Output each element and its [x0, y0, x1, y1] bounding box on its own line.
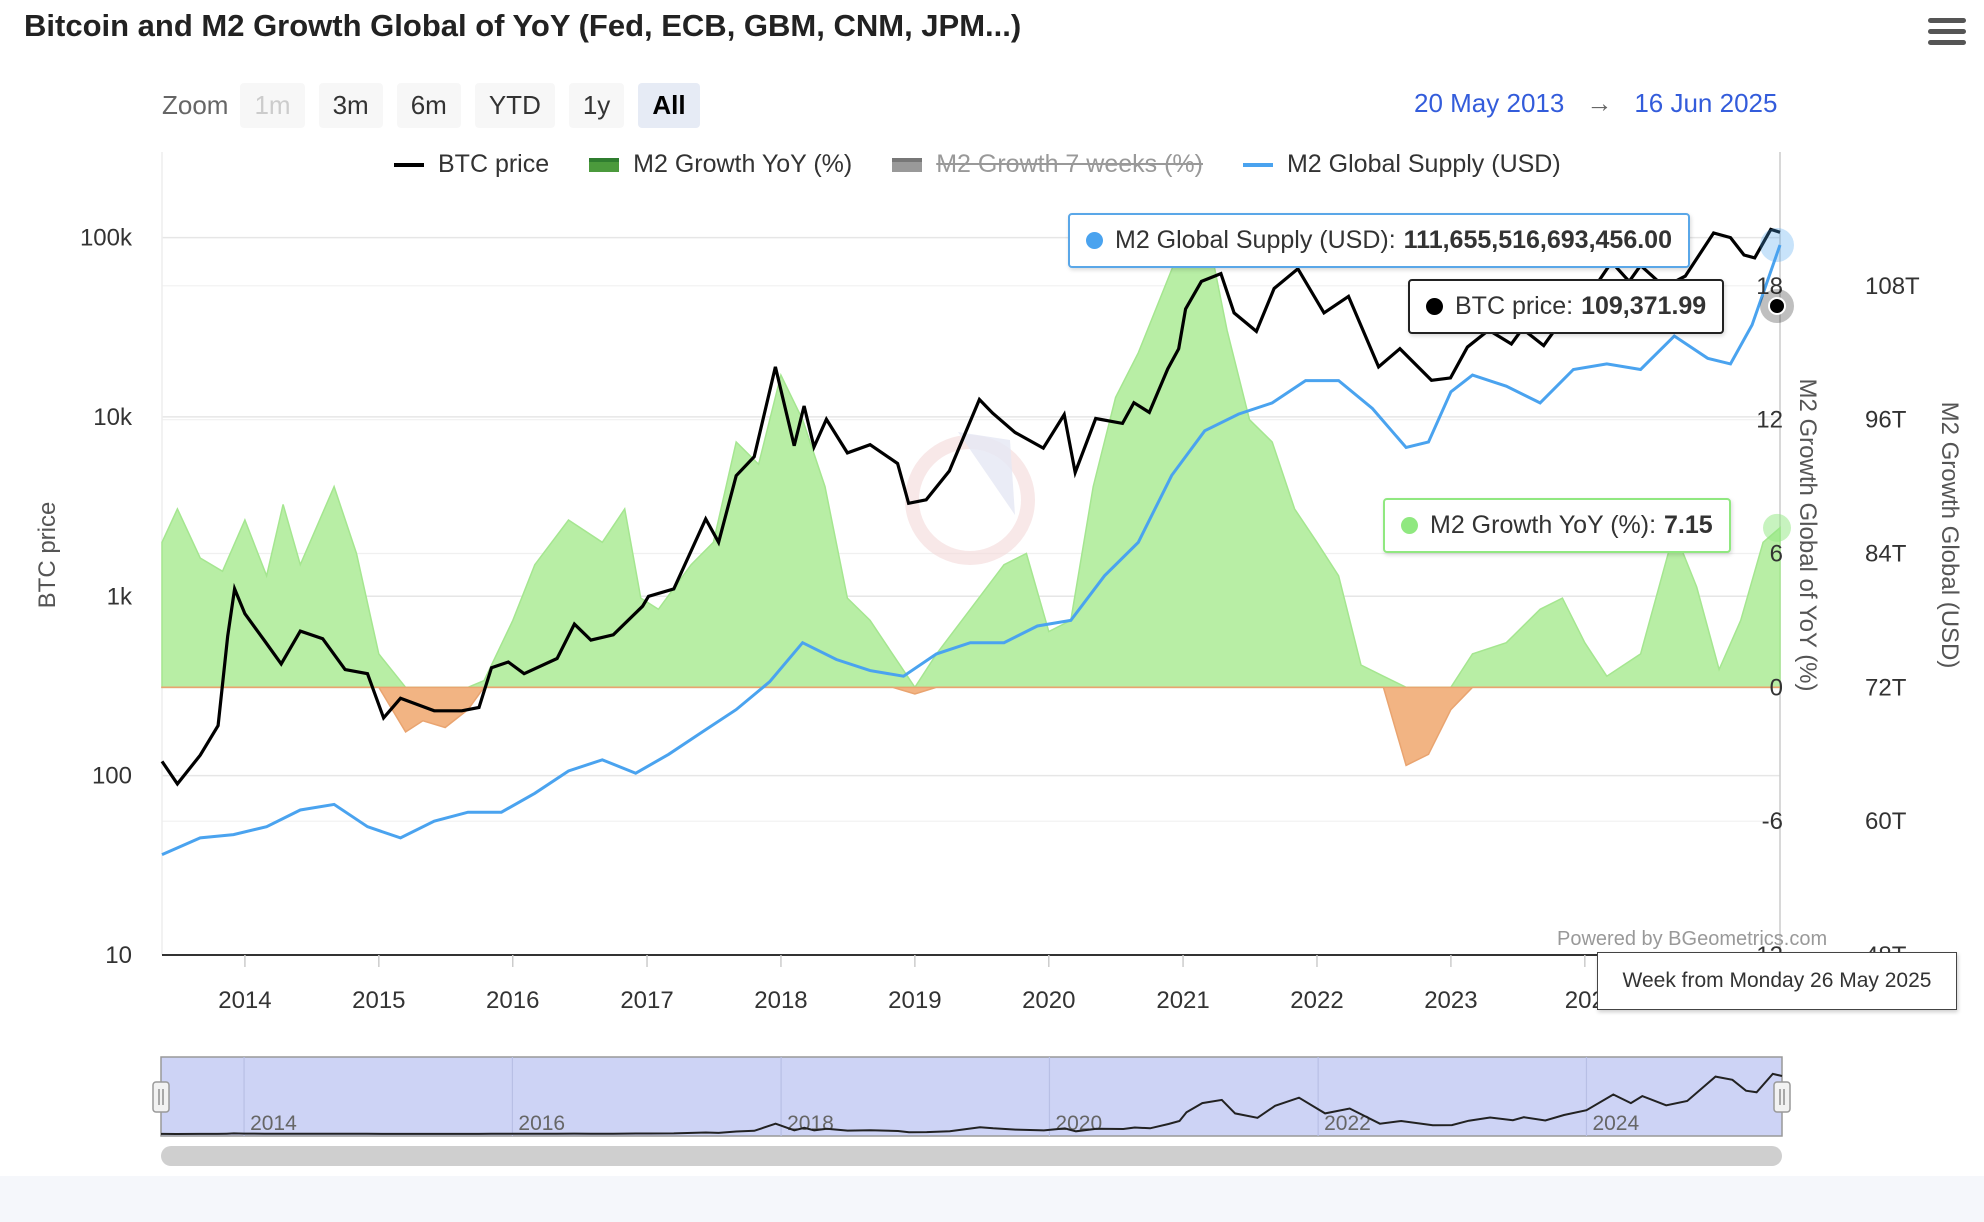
- range-from-input[interactable]: 20 May 2013: [1414, 88, 1565, 118]
- footer-band: [0, 1176, 1984, 1222]
- navigator-selection: [160, 1056, 1783, 1137]
- credit-link[interactable]: Powered by BGeometrics.com: [1557, 928, 1828, 950]
- growth-hover-halo: [1763, 513, 1791, 542]
- legend-label: BTC price: [438, 150, 550, 178]
- navigator[interactable]: 2014 2016 2018 2020 2022 2024: [152, 1056, 1791, 1166]
- m2-growth-negative-area: [161, 686, 1781, 767]
- y-tick-label-growth: 6: [1770, 541, 1783, 568]
- navigator-label: 2022: [1324, 1112, 1371, 1135]
- watermark-shape: [958, 432, 1015, 515]
- tooltip-value: 109,371.99: [1581, 292, 1707, 320]
- range-arrow-icon: →: [1586, 88, 1613, 118]
- navigator-left-handle[interactable]: [152, 1081, 170, 1113]
- line-swatch-icon: [1242, 162, 1273, 167]
- y-tick-label-supply: 60T: [1865, 808, 1907, 835]
- tooltip-m2-supply: M2 Global Supply (USD): 111,655,516,693,…: [1068, 213, 1690, 268]
- area-swatch-icon: [892, 157, 923, 172]
- y-tick-label-supply: 84T: [1865, 541, 1907, 568]
- y-tick-label-btc: 10: [105, 942, 132, 969]
- date-range: 20 May 2013 → 16 Jun 2025: [1414, 88, 1777, 119]
- series-dot-icon: [1086, 232, 1103, 249]
- btc-hover-dot: [1768, 297, 1786, 315]
- zoom-label: Zoom: [162, 90, 229, 120]
- tooltip-btc: BTC price: 109,371.99: [1408, 279, 1725, 334]
- x-tick-label: 2023: [1424, 987, 1477, 1014]
- y-tick-label-btc: 100: [92, 763, 132, 790]
- chart-title: Bitcoin and M2 Growth Global of YoY (Fed…: [24, 8, 1022, 43]
- x-tick-label: 2022: [1290, 987, 1343, 1014]
- y-axis-title-btc: BTC price: [34, 502, 61, 609]
- line-swatch-icon: [394, 162, 424, 167]
- y-axis-title-growth: M2 Growth Global of YoY (%): [1794, 378, 1821, 691]
- navigator-btc-line: [160, 1072, 1783, 1136]
- legend-item-m2-supply[interactable]: M2 Global Supply (USD): [1242, 150, 1561, 179]
- navigator-label: 2024: [1592, 1112, 1639, 1135]
- navigator-scrollbar[interactable]: [161, 1146, 1782, 1166]
- y-tick-label-growth: 0: [1770, 674, 1783, 701]
- y-tick-label-btc: 1k: [107, 583, 133, 610]
- x-tick-label: 2017: [620, 987, 673, 1014]
- range-to-input[interactable]: 16 Jun 2025: [1634, 88, 1778, 118]
- tooltip-value: 111,655,516,693,456.00: [1403, 226, 1672, 254]
- navigator-label: 2016: [518, 1112, 565, 1135]
- x-tick-label: 2020: [1022, 987, 1075, 1014]
- zoom-1m-button[interactable]: 1m: [240, 83, 305, 128]
- watermark-logo: [905, 432, 1035, 565]
- y-tick-label-supply: 72T: [1865, 674, 1907, 701]
- x-tick-label: 2014: [218, 987, 271, 1014]
- navigator-right-handle[interactable]: [1773, 1081, 1791, 1113]
- date-tooltip: Week from Monday 26 May 2025: [1597, 952, 1957, 1010]
- y-tick-label-growth: -6: [1762, 808, 1783, 835]
- legend-item-btc[interactable]: BTC price: [394, 150, 549, 179]
- x-tick-label: 2015: [352, 987, 405, 1014]
- area-swatch-icon: [589, 157, 620, 172]
- m2-supply-line: [161, 244, 1782, 856]
- tooltip-label: BTC price:: [1455, 292, 1574, 320]
- zoom-bar: Zoom 1m 3m 6m YTD 1y All: [162, 83, 714, 128]
- x-tick-label: 2019: [888, 987, 941, 1014]
- series-dot-icon: [1401, 517, 1418, 534]
- zoom-1y-button[interactable]: 1y: [568, 83, 625, 128]
- y-tick-label-growth: 12: [1756, 407, 1783, 434]
- x-tick-label: 2018: [754, 987, 807, 1014]
- tooltip-label: M2 Global Supply (USD):: [1115, 226, 1396, 254]
- tooltip-m2-growth: M2 Growth YoY (%): 7.15: [1383, 498, 1731, 553]
- legend-label: M2 Global Supply (USD): [1286, 150, 1561, 178]
- y-tick-label-supply: 96T: [1865, 407, 1907, 434]
- legend-item-m2-7weeks[interactable]: M2 Growth 7 weeks (%): [892, 150, 1203, 179]
- legend-item-m2-growth[interactable]: M2 Growth YoY (%): [589, 150, 852, 179]
- zoom-all-button[interactable]: All: [638, 83, 700, 128]
- tooltip-value: 7.15: [1664, 511, 1713, 539]
- x-tick-label: 2016: [486, 987, 539, 1014]
- y-tick-label-btc: 10k: [93, 404, 133, 431]
- navigator-label: 2014: [250, 1112, 297, 1135]
- navigator-label: 2018: [787, 1112, 834, 1135]
- y-tick-label-supply: 108T: [1865, 273, 1920, 300]
- zoom-ytd-button[interactable]: YTD: [474, 83, 555, 128]
- y-tick-label-growth: 18: [1756, 273, 1783, 300]
- series-dot-icon: [1426, 298, 1443, 315]
- y-tick-label-btc: 100k: [80, 225, 133, 252]
- legend-label: M2 Growth YoY (%): [633, 150, 853, 178]
- context-menu-icon[interactable]: [1928, 18, 1966, 52]
- tooltip-label: M2 Growth YoY (%):: [1430, 511, 1657, 539]
- zoom-6m-button[interactable]: 6m: [396, 83, 461, 128]
- supply-hover-halo: [1760, 228, 1794, 263]
- y-axis-title-supply: M2 Growth Global (USD): [1936, 402, 1963, 669]
- legend: BTC price M2 Growth YoY (%) M2 Growth 7 …: [394, 150, 1601, 179]
- x-tick-label: 2021: [1156, 987, 1209, 1014]
- zoom-3m-button[interactable]: 3m: [318, 83, 383, 128]
- legend-label: M2 Growth 7 weeks (%): [936, 150, 1203, 178]
